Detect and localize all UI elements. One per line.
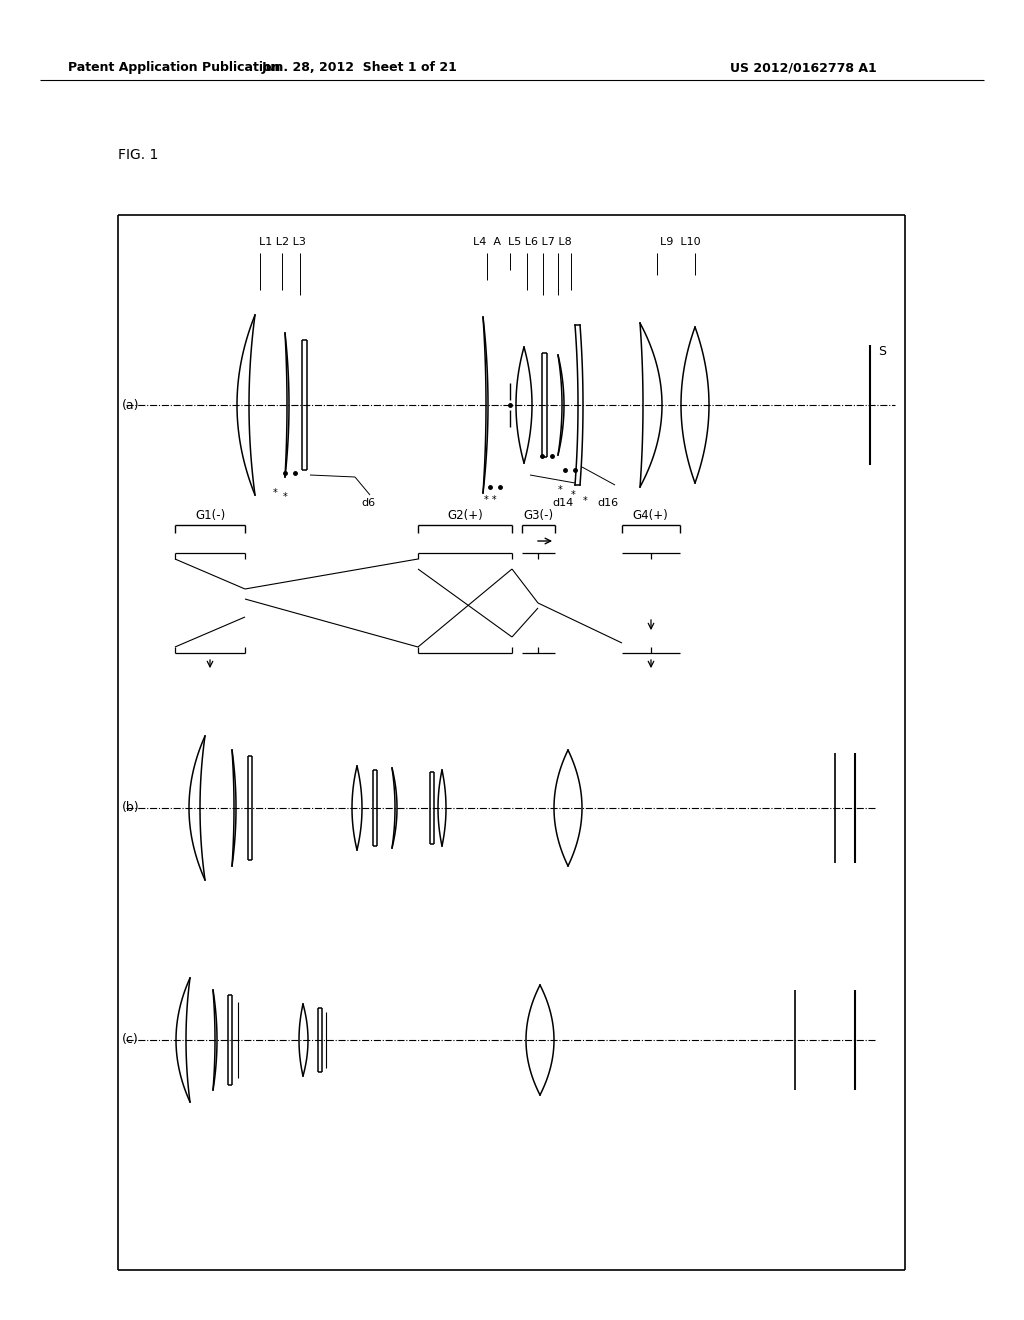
Text: (b): (b) (122, 801, 139, 814)
Text: FIG. 1: FIG. 1 (118, 148, 159, 162)
Text: (c): (c) (122, 1034, 138, 1047)
Text: G4(+): G4(+) (632, 508, 668, 521)
Text: *: * (558, 484, 562, 495)
Text: *: * (583, 496, 588, 506)
Text: *: * (272, 488, 278, 498)
Text: *: * (570, 490, 575, 500)
Text: d16: d16 (597, 498, 618, 508)
Text: G3(-): G3(-) (523, 508, 553, 521)
Text: d14: d14 (552, 498, 573, 508)
Text: S: S (878, 345, 886, 358)
Text: Jun. 28, 2012  Sheet 1 of 21: Jun. 28, 2012 Sheet 1 of 21 (262, 62, 458, 74)
Text: US 2012/0162778 A1: US 2012/0162778 A1 (730, 62, 877, 74)
Text: G1(-): G1(-) (195, 508, 225, 521)
Text: L9  L10: L9 L10 (659, 238, 700, 247)
Text: L1 L2 L3: L1 L2 L3 (259, 238, 305, 247)
Text: G2(+): G2(+) (447, 508, 483, 521)
Text: (a): (a) (122, 399, 139, 412)
Text: Patent Application Publication: Patent Application Publication (68, 62, 281, 74)
Text: *: * (283, 492, 288, 502)
Text: * *: * * (483, 495, 497, 506)
Text: d6: d6 (360, 498, 375, 508)
Text: L4  A  L5 L6 L7 L8: L4 A L5 L6 L7 L8 (473, 238, 571, 247)
